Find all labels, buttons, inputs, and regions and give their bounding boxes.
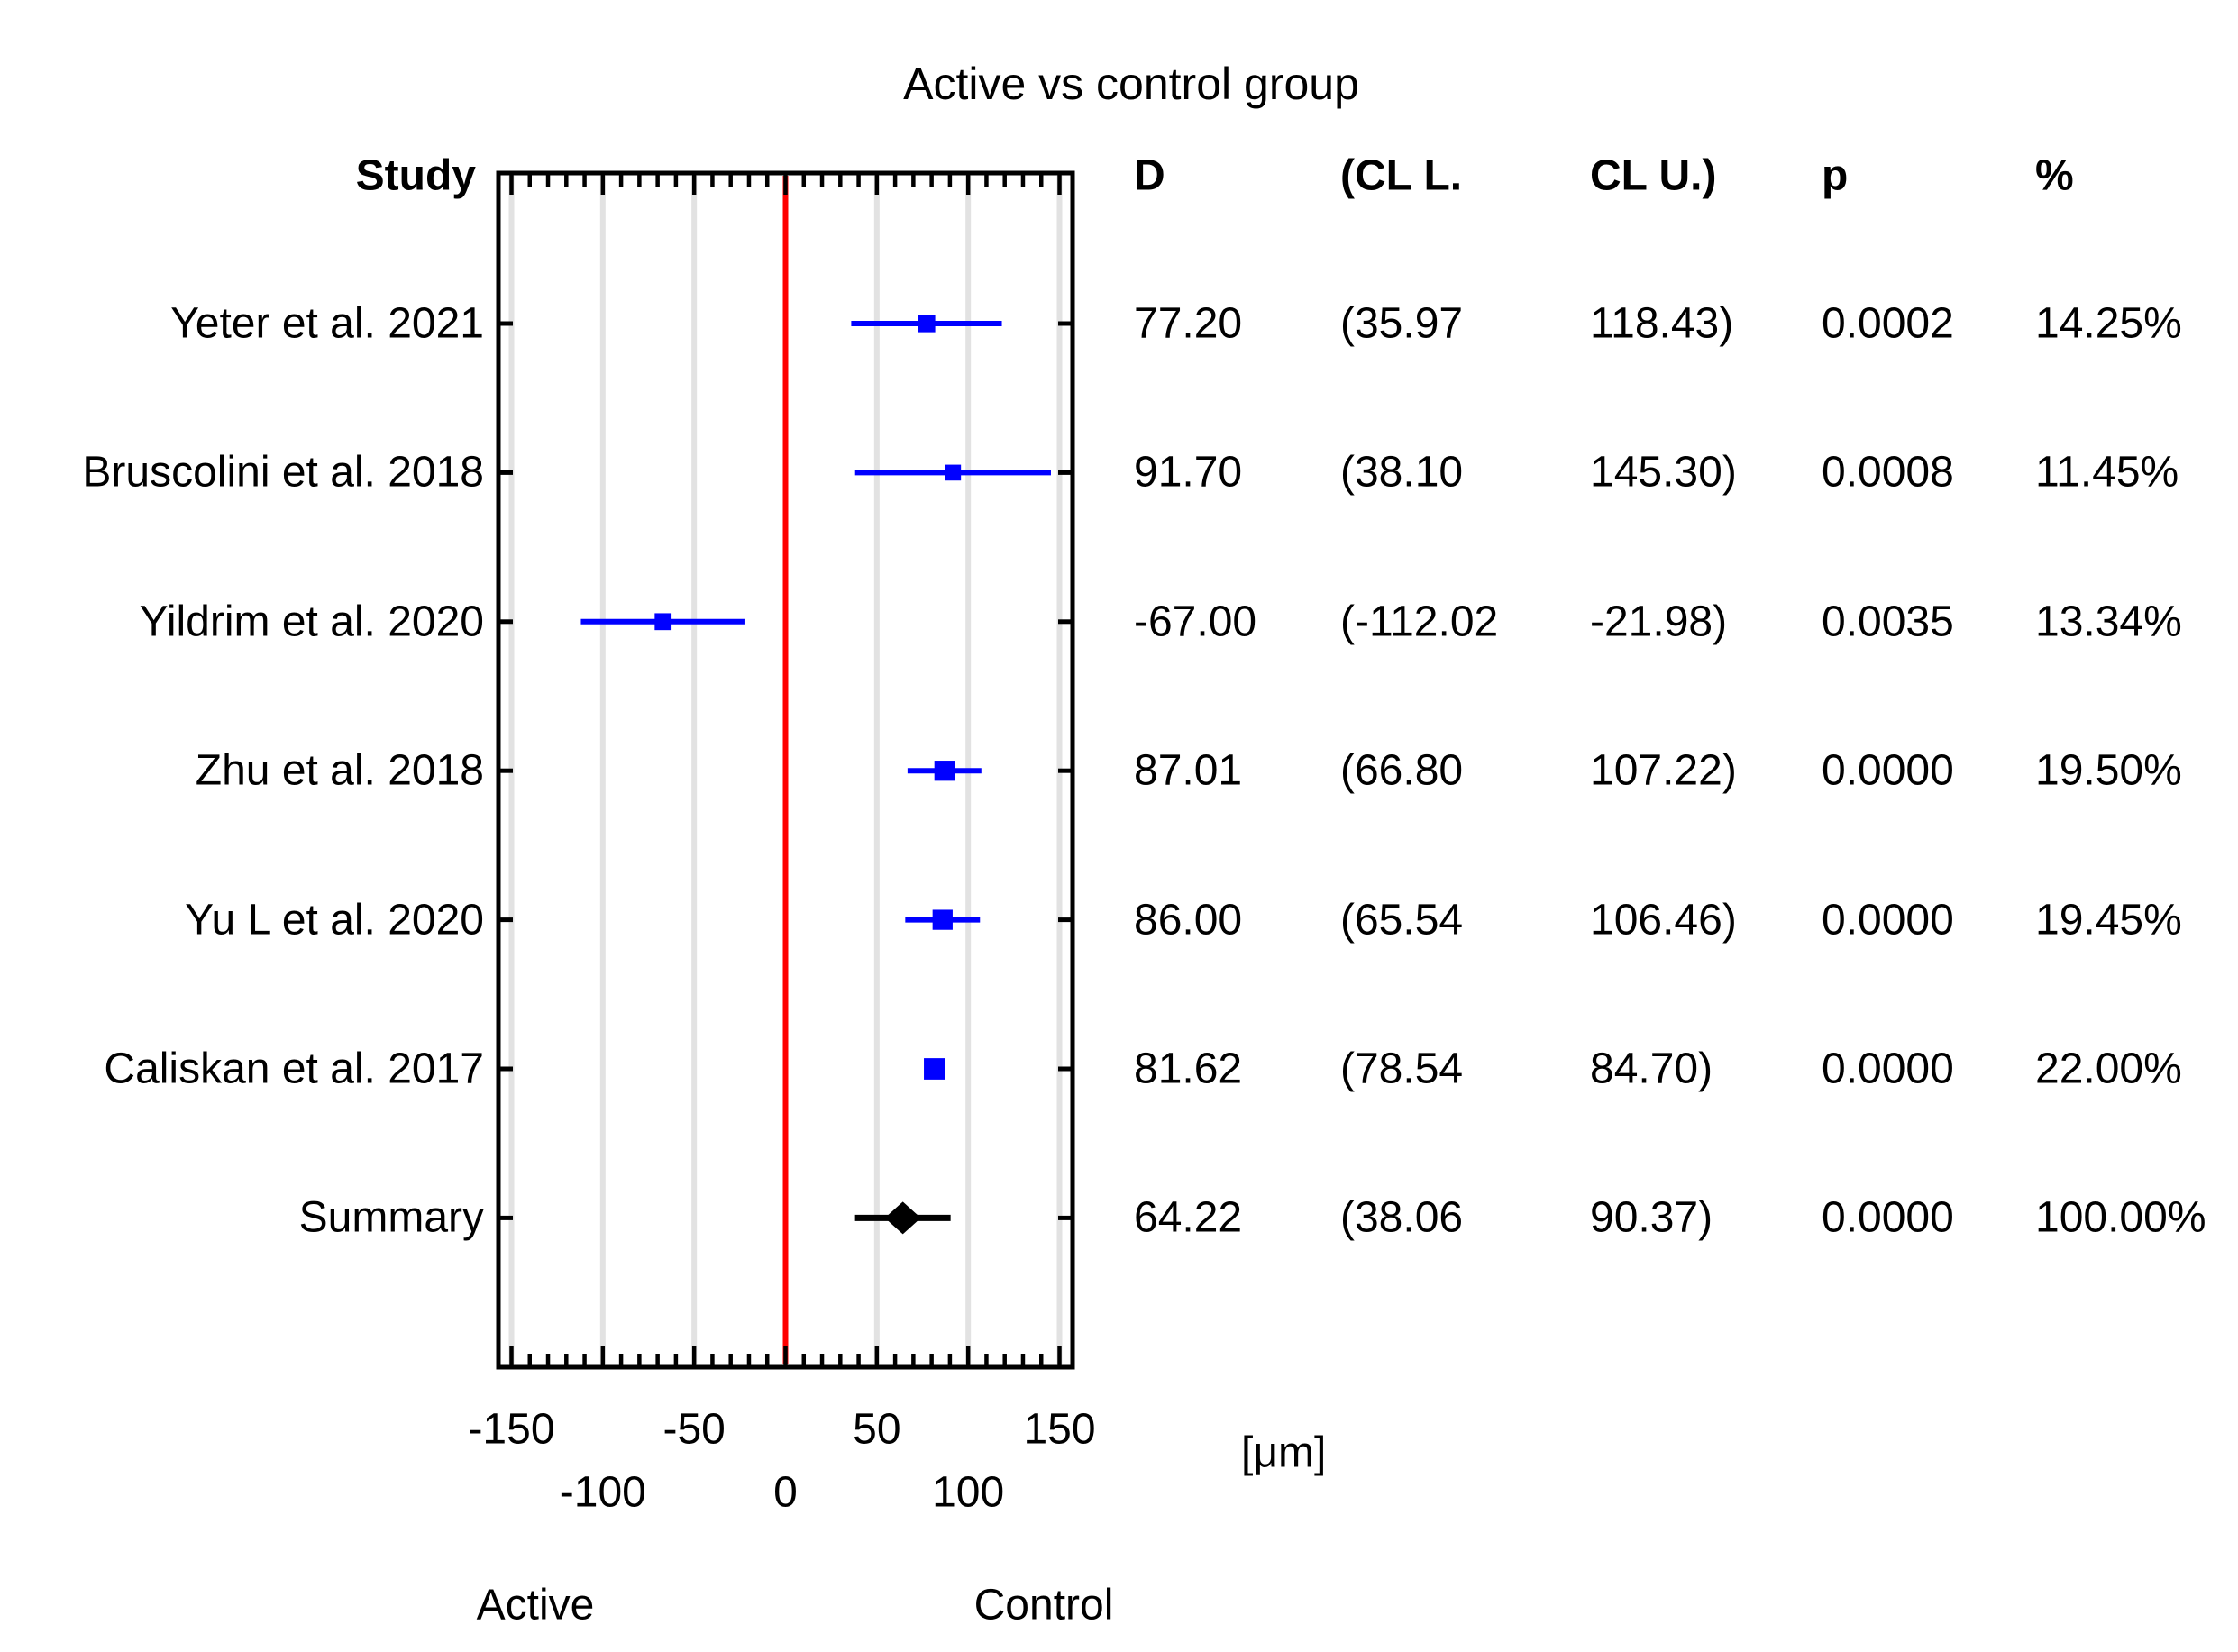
x-tick-label: 100 (932, 1468, 1005, 1517)
x-tick-label: 150 (1023, 1405, 1096, 1454)
cell-weight: 19.50% (2035, 746, 2182, 795)
study-label: Bruscolini et al. 2018 (82, 448, 484, 497)
cell-d: 87.01 (1134, 746, 1243, 795)
cell-p: 0.0008 (1822, 448, 1954, 497)
cell-d: 91.70 (1134, 448, 1243, 497)
x-tick-label: -150 (468, 1405, 555, 1454)
cell-p: 0.0000 (1822, 1193, 1954, 1242)
column-header-cl-upper: CL U.) (1590, 151, 1717, 200)
cell-weight: 13.34% (2035, 598, 2182, 646)
effect-square-marker (924, 1058, 945, 1080)
effect-square-marker (918, 315, 936, 333)
effect-square-marker (945, 464, 962, 481)
column-header-d: D (1134, 151, 1165, 200)
group-label-control: Control (973, 1581, 1114, 1629)
cell-cl-lower: (78.54 (1340, 1045, 1464, 1093)
cell-cl-lower: (-112.02 (1340, 598, 1499, 646)
effect-square-marker (932, 909, 953, 930)
study-label: Yeter et al. 2021 (170, 299, 484, 348)
cell-cl-upper: 145.30) (1590, 448, 1737, 497)
column-header-weight: % (2035, 151, 2074, 200)
plot-frame (496, 170, 1075, 1370)
cell-cl-lower: (38.10 (1340, 448, 1464, 497)
cell-cl-upper: 90.37) (1590, 1193, 1713, 1242)
x-tick-label: -100 (559, 1468, 646, 1517)
study-label: Yildrim et al. 2020 (139, 598, 484, 646)
study-label: Zhu et al. 2018 (195, 746, 484, 795)
group-label-active: Active (476, 1581, 595, 1629)
column-header-p: p (1822, 151, 1849, 200)
cell-d: 81.62 (1134, 1045, 1243, 1093)
cell-cl-lower: (65.54 (1340, 896, 1464, 945)
cell-cl-upper: -21.98) (1590, 598, 1728, 646)
study-label: Caliskan et al. 2017 (104, 1045, 484, 1093)
cell-cl-upper: 106.46) (1590, 896, 1737, 945)
cell-cl-upper: 107.22) (1590, 746, 1737, 795)
effect-square-marker (934, 761, 955, 781)
cell-d: 77.20 (1134, 299, 1243, 348)
study-label: Yu L et al. 2020 (185, 896, 484, 945)
chart-title: Active vs control group (903, 59, 1359, 109)
x-tick-label: 0 (773, 1468, 798, 1517)
cell-p: 0.0000 (1822, 1045, 1954, 1093)
cell-weight: 100.00% (2035, 1193, 2206, 1242)
cell-weight: 11.45% (2035, 448, 2179, 497)
x-tick-label: 50 (853, 1405, 901, 1454)
cell-p: 0.0000 (1822, 746, 1954, 795)
cell-weight: 22.00% (2035, 1045, 2182, 1093)
cell-p: 0.0000 (1822, 896, 1954, 945)
cell-cl-upper: 84.70) (1590, 1045, 1713, 1093)
summary-diamond-marker (884, 1201, 921, 1235)
cell-cl-lower: (35.97 (1340, 299, 1464, 348)
cell-cl-lower: (66.80 (1340, 746, 1464, 795)
cell-d: 64.22 (1134, 1193, 1243, 1242)
x-tick-label: -50 (662, 1405, 726, 1454)
axis-unit-label: [μm] (1241, 1428, 1327, 1477)
cell-p: 0.0002 (1822, 299, 1954, 348)
cell-weight: 19.45% (2035, 896, 2182, 945)
study-label: Summary (298, 1193, 484, 1242)
column-header-study: Study (355, 151, 476, 200)
cell-p: 0.0035 (1822, 598, 1954, 646)
cell-d: -67.00 (1134, 598, 1257, 646)
cell-cl-upper: 118.43) (1590, 299, 1734, 348)
column-header-cl-lower: (CL L. (1340, 151, 1463, 200)
cell-d: 86.00 (1134, 896, 1243, 945)
effect-square-marker (654, 613, 672, 631)
cell-weight: 14.25% (2035, 299, 2182, 348)
cell-cl-lower: (38.06 (1340, 1193, 1464, 1242)
